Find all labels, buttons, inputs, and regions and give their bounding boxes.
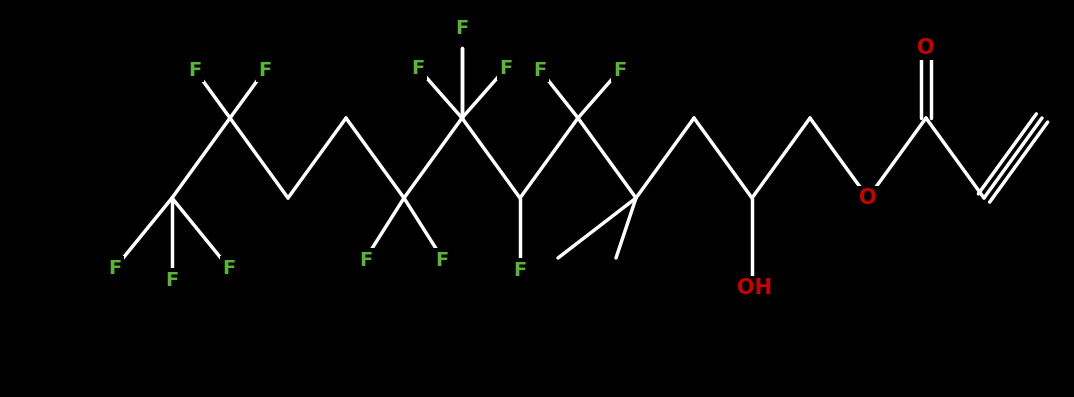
Text: F: F (165, 270, 178, 289)
Text: F: F (613, 60, 626, 79)
Text: F: F (455, 19, 468, 37)
Text: O: O (859, 188, 876, 208)
Text: F: F (259, 60, 272, 79)
Text: O: O (917, 38, 934, 58)
Text: F: F (222, 258, 235, 278)
Text: F: F (108, 258, 121, 278)
Text: O: O (859, 188, 876, 208)
Text: OH: OH (737, 278, 771, 298)
Text: F: F (188, 60, 202, 79)
Text: F: F (513, 260, 526, 279)
Text: F: F (534, 60, 547, 79)
Text: F: F (411, 58, 424, 77)
Text: O: O (917, 38, 934, 58)
Text: F: F (499, 58, 512, 77)
Text: OH: OH (737, 278, 771, 298)
Text: F: F (435, 251, 449, 270)
Text: F: F (360, 251, 373, 270)
